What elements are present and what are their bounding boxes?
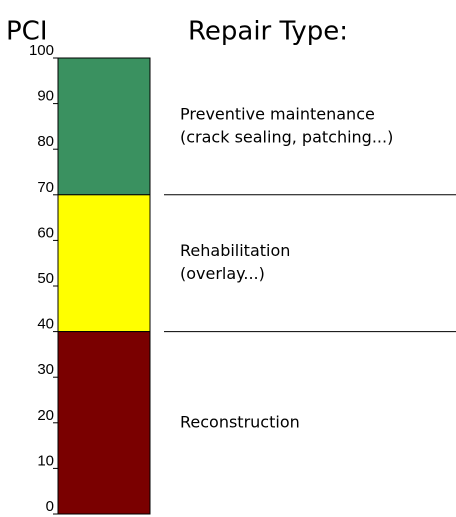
band-label: Rehabilitation [180, 241, 290, 260]
band-label: Reconstruction [180, 412, 300, 431]
axis-title: PCI [6, 17, 48, 47]
y-tick-label: 90 [37, 88, 54, 105]
band [57, 57, 151, 196]
band [57, 194, 151, 333]
y-tick-label: 20 [37, 407, 54, 424]
y-tick-label: 40 [37, 316, 54, 333]
y-tick-label: 70 [37, 179, 54, 196]
header: Repair Type: [188, 17, 348, 47]
band-label: (crack sealing, patching...) [180, 127, 393, 146]
y-tick-label: 80 [37, 133, 54, 150]
band-label: Preventive maintenance [180, 104, 375, 123]
y-tick-label: 100 [29, 42, 54, 59]
y-tick-label: 10 [37, 452, 54, 469]
y-tick-label: 60 [37, 224, 54, 241]
y-tick-label: 30 [37, 361, 54, 378]
y-tick-label: 0 [46, 498, 54, 515]
band-label: (overlay...) [180, 264, 265, 283]
band [57, 331, 151, 515]
y-tick-label: 50 [37, 270, 54, 287]
